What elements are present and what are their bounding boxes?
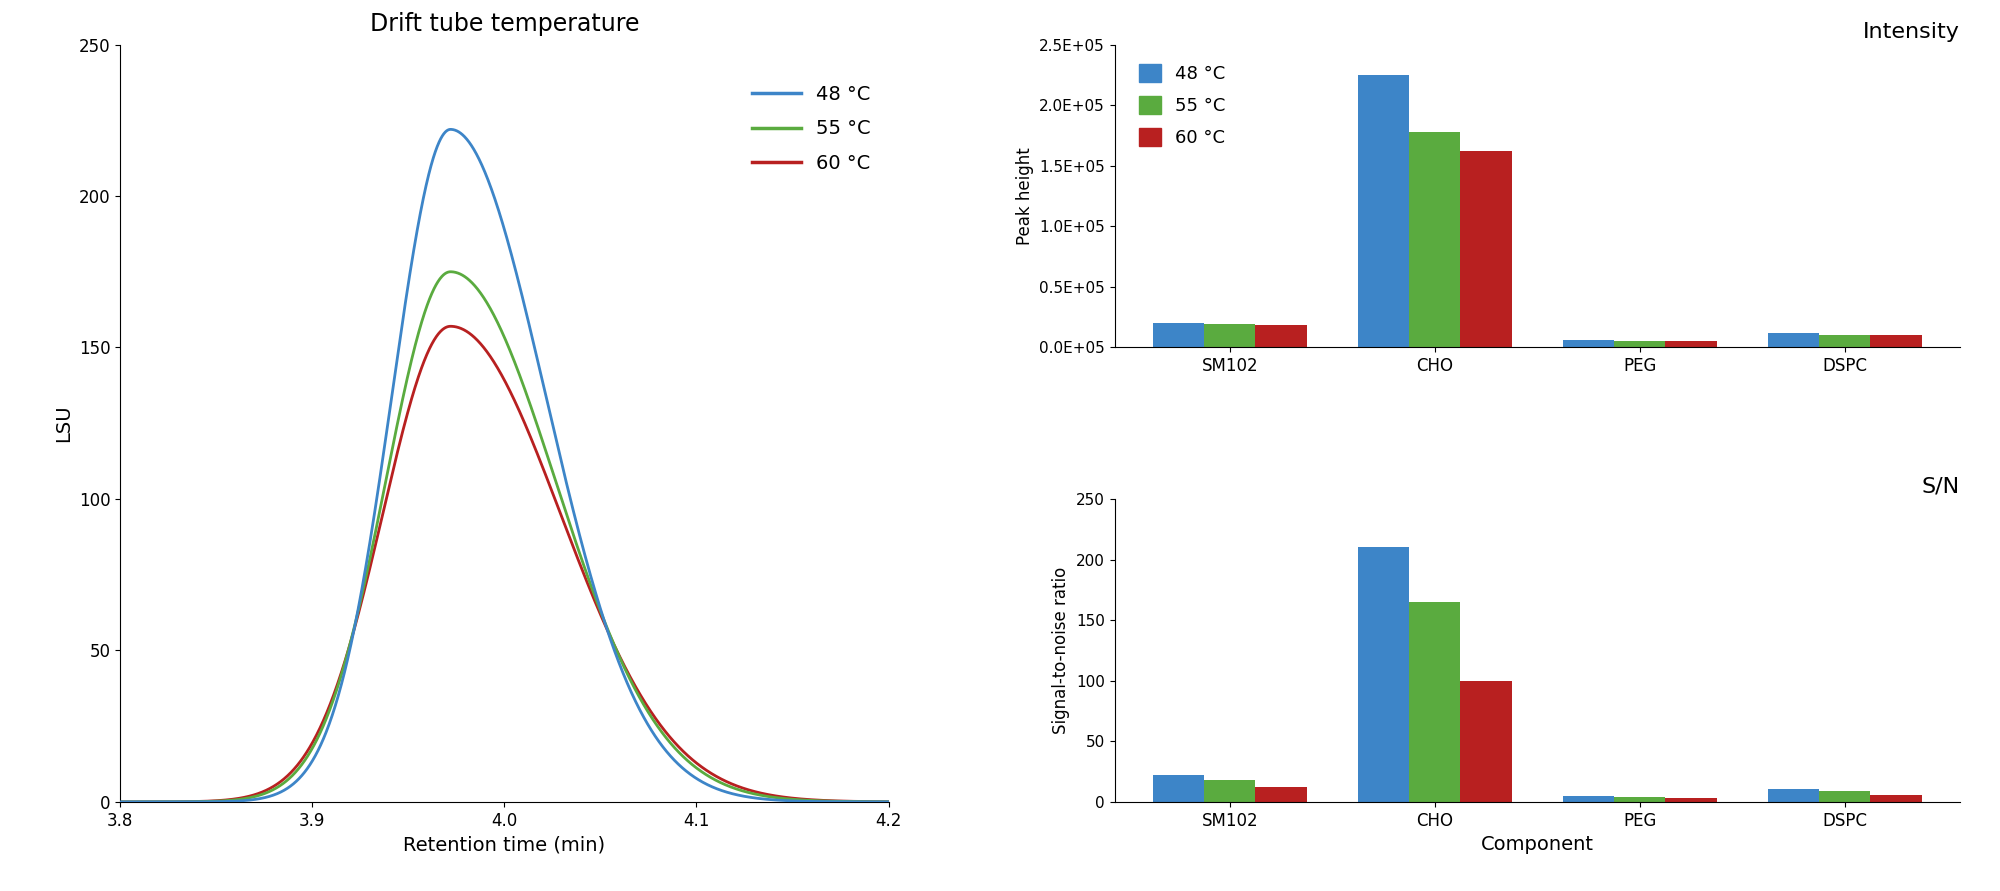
Bar <box>1768 789 1820 802</box>
X-axis label: Component: Component <box>1480 835 1594 854</box>
Y-axis label: LSU: LSU <box>54 405 74 442</box>
Legend: 48 °C, 55 °C, 60 °C: 48 °C, 55 °C, 60 °C <box>744 77 878 181</box>
Bar <box>1768 333 1820 347</box>
Bar <box>1460 151 1512 347</box>
Bar <box>1614 797 1666 802</box>
Bar <box>1152 323 1204 347</box>
Bar <box>1256 325 1306 347</box>
Bar <box>1614 341 1666 347</box>
Bar <box>1358 75 1410 347</box>
Bar <box>1358 547 1410 802</box>
Bar <box>1204 324 1256 347</box>
Y-axis label: Peak height: Peak height <box>1016 147 1034 245</box>
Bar <box>1666 341 1716 347</box>
X-axis label: Retention time (min): Retention time (min) <box>404 835 606 854</box>
Bar <box>1410 602 1460 802</box>
Bar <box>1820 335 1870 347</box>
Text: S/N: S/N <box>1922 476 1960 496</box>
Bar <box>1562 340 1614 347</box>
Text: Intensity: Intensity <box>1864 21 1960 42</box>
Bar <box>1204 781 1256 802</box>
Bar <box>1870 795 1922 802</box>
Bar <box>1256 788 1306 802</box>
Bar <box>1152 775 1204 802</box>
Bar <box>1460 681 1512 802</box>
Title: Drift tube temperature: Drift tube temperature <box>370 12 640 36</box>
Legend: 48 °C, 55 °C, 60 °C: 48 °C, 55 °C, 60 °C <box>1132 57 1232 154</box>
Bar <box>1666 798 1716 802</box>
Bar <box>1820 791 1870 802</box>
Y-axis label: Signal-to-noise ratio: Signal-to-noise ratio <box>1052 567 1070 734</box>
Bar <box>1870 335 1922 347</box>
Bar <box>1410 132 1460 347</box>
Bar <box>1562 796 1614 802</box>
